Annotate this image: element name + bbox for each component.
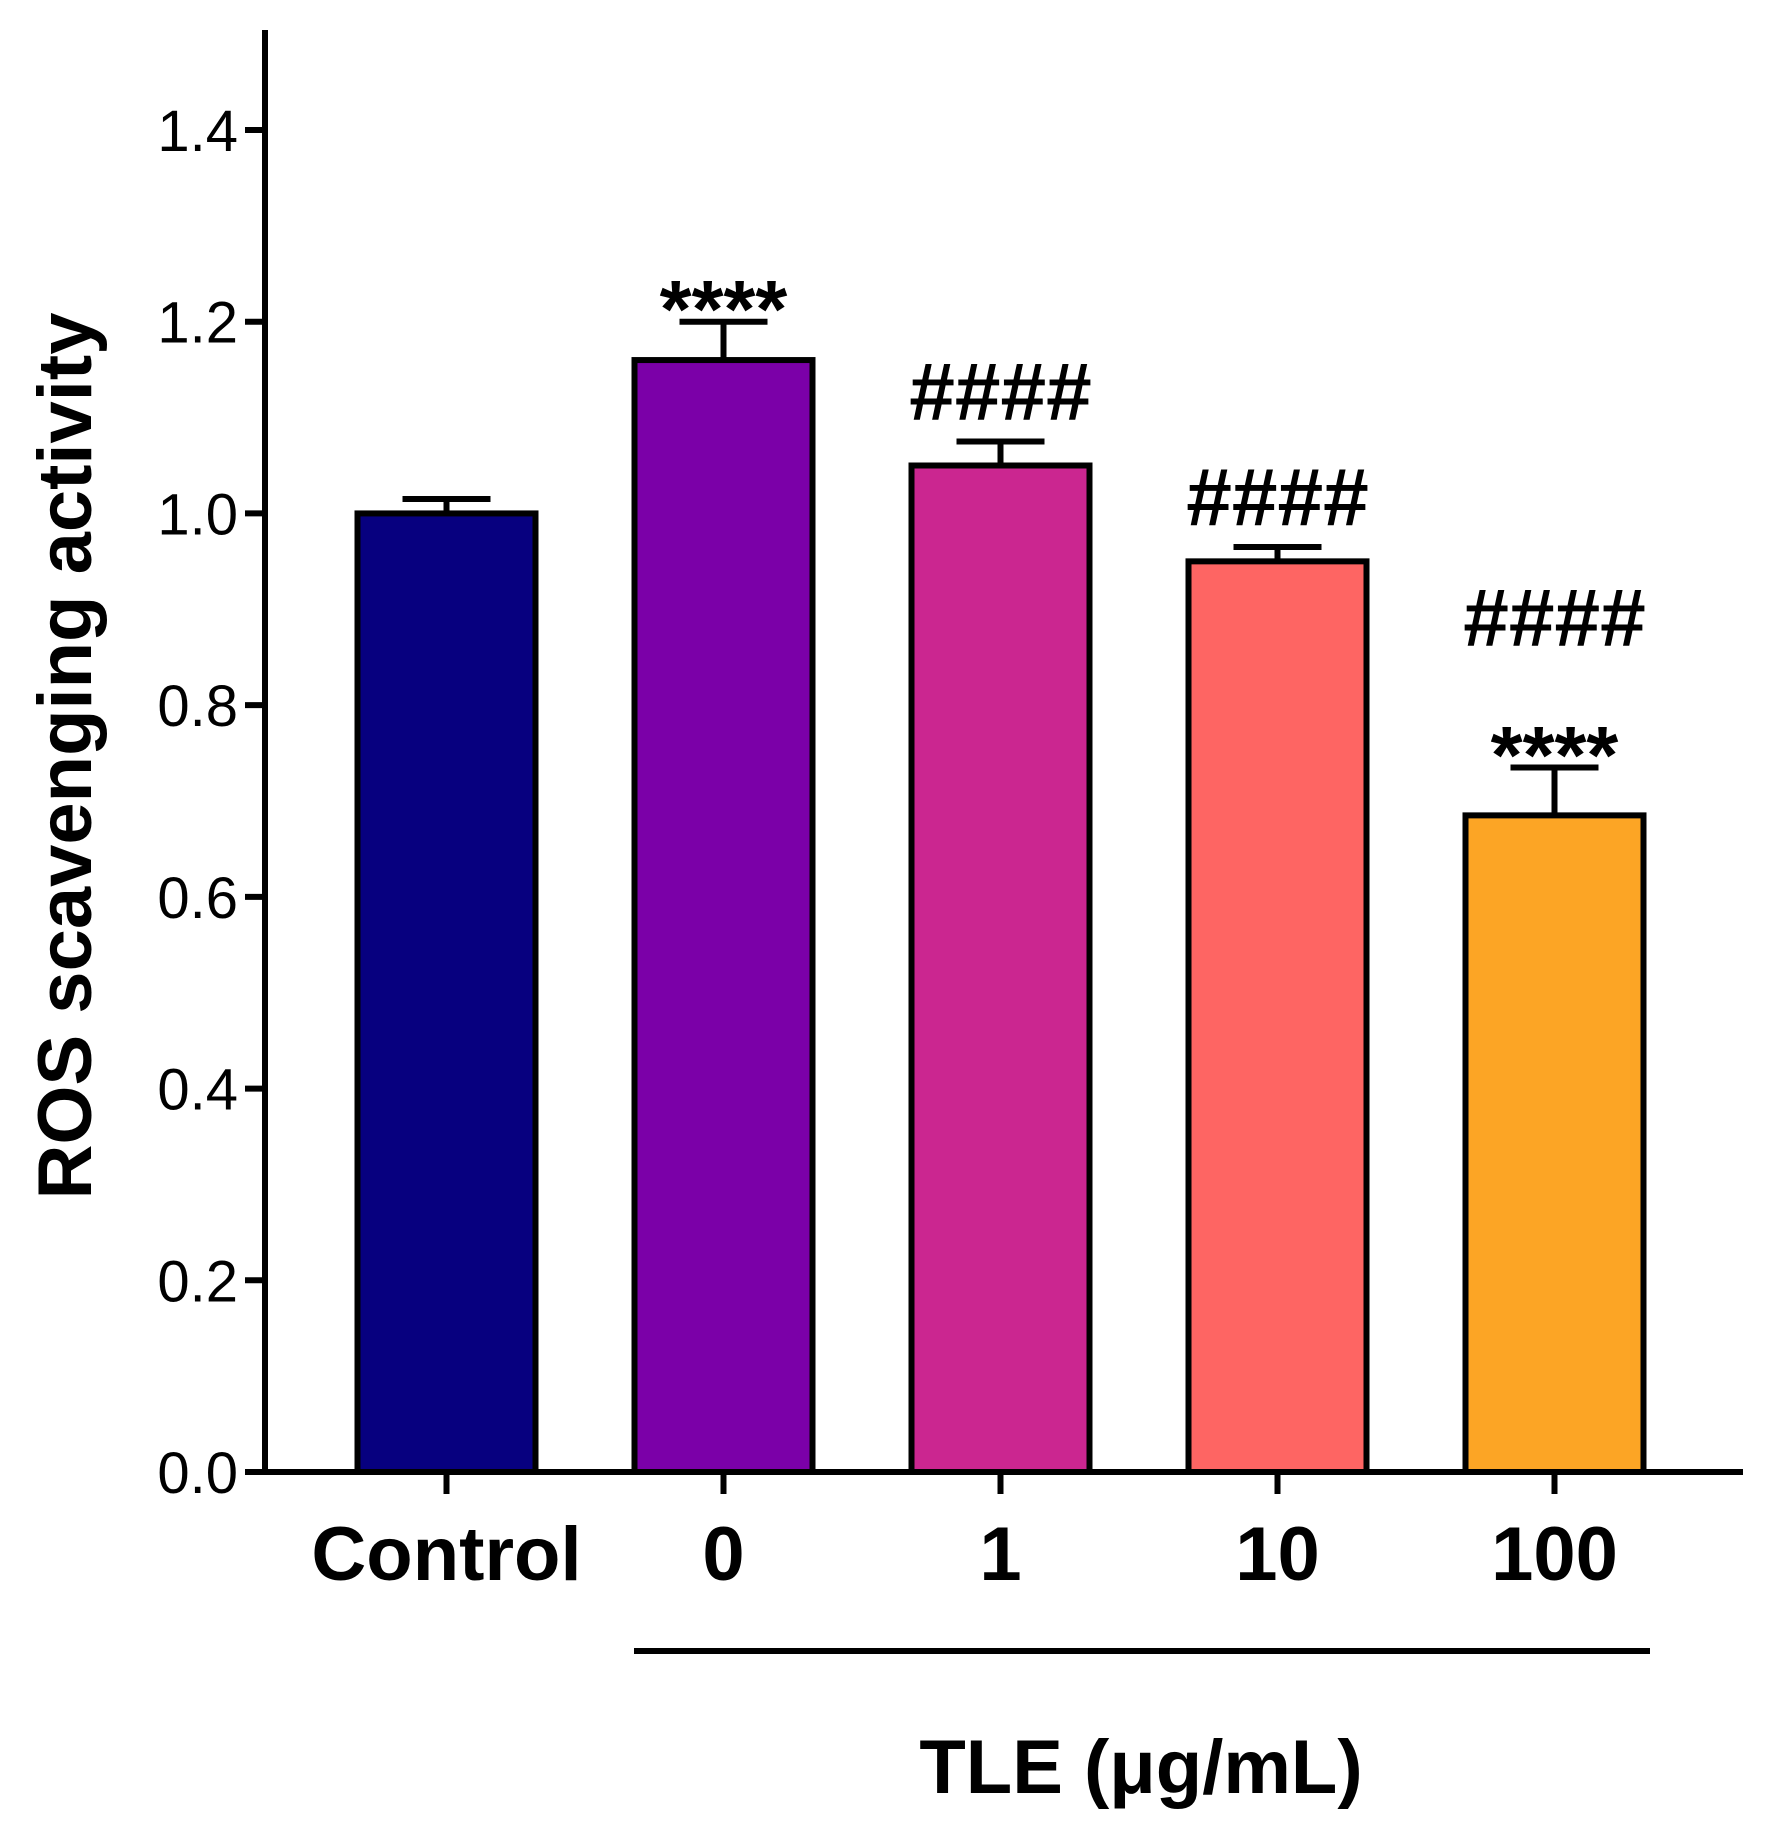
bar-10	[1185, 558, 1370, 1475]
significance-hashes: ####	[909, 347, 1091, 438]
y-tick-label: 1.0	[157, 482, 238, 547]
bar-0	[631, 357, 816, 1475]
significance-hashes: ####	[1463, 572, 1645, 663]
y-tick-label: 0.0	[157, 1441, 238, 1506]
x-tick-label: 1	[979, 1512, 1021, 1597]
y-tick-label: 0.4	[157, 1058, 238, 1123]
y-axis: 0.0 0.2 0.4 0.6 0.8 1.0 1.2 1.4	[157, 30, 268, 1506]
y-tick-label: 1.2	[157, 291, 238, 356]
x-tick-label: 0	[702, 1512, 744, 1597]
x-tick-label: Control	[311, 1512, 581, 1597]
labels: Control 0 **** 1 #### 10 #### 100 #### ****	[311, 265, 1645, 1597]
bar-1	[908, 462, 1093, 1475]
bars	[354, 318, 1647, 1475]
x-axis	[262, 1469, 1743, 1494]
significance-stars: ****	[660, 265, 788, 356]
bar-control	[354, 510, 539, 1475]
y-tick-label: 0.6	[157, 866, 238, 931]
x-tick-label: 10	[1235, 1512, 1320, 1597]
y-tick-label: 0.2	[157, 1249, 238, 1314]
y-axis-title: ROS scavenging activity	[23, 313, 108, 1200]
group-label: TLE (μg/mL)	[919, 1725, 1362, 1810]
y-tick-label: 1.4	[157, 99, 238, 164]
y-tick-label: 0.8	[157, 674, 238, 739]
bar-100	[1462, 812, 1647, 1475]
significance-stars: ****	[1491, 710, 1619, 801]
x-tick-label: 100	[1491, 1512, 1618, 1597]
significance-hashes: ####	[1186, 452, 1368, 543]
